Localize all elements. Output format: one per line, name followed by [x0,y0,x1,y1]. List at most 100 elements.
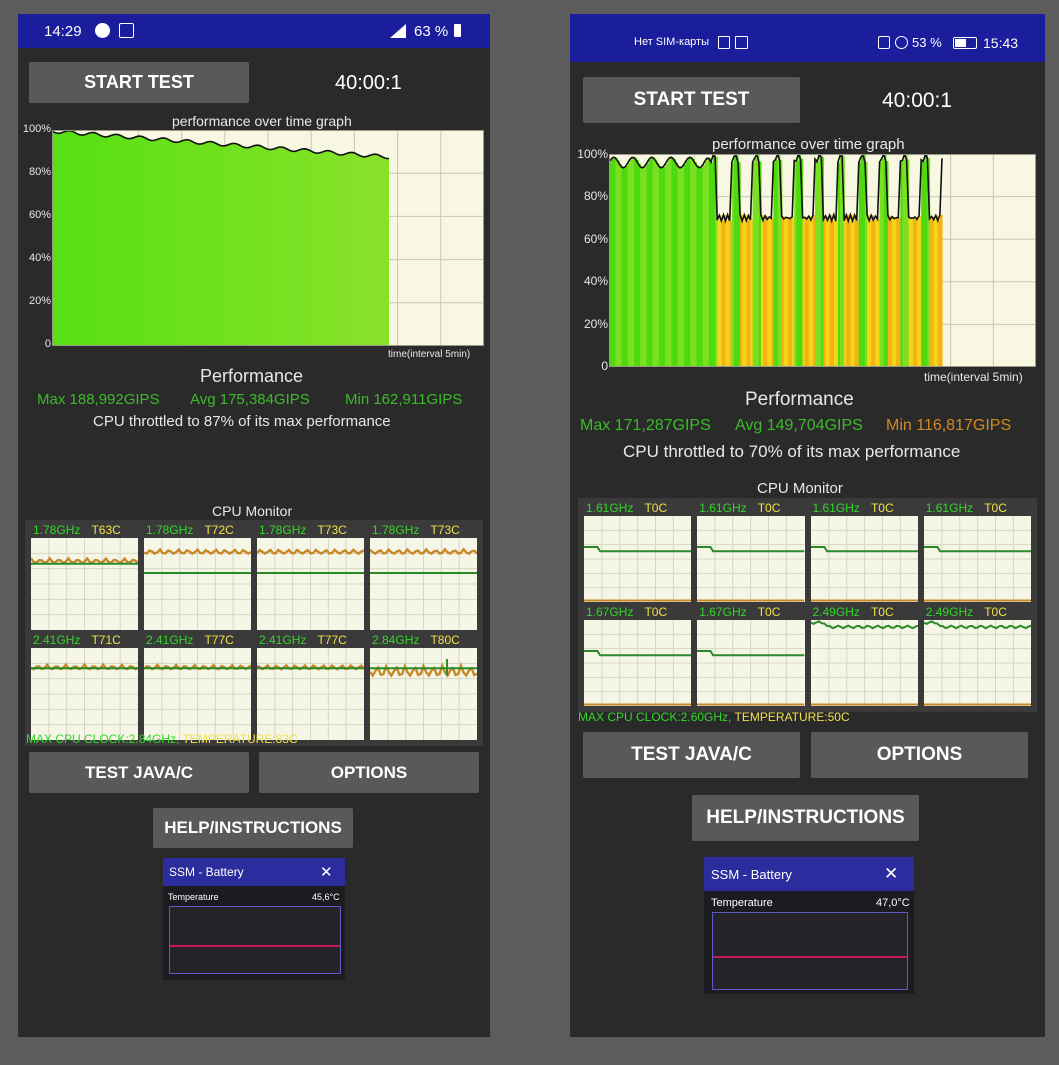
y-tick-20: 20% [28,295,51,307]
ssm-title: SSM - Battery [169,865,244,879]
cpu-core-temperature: T73C [314,523,347,537]
y-tick-20: 20% [583,317,608,331]
performance-bar [869,220,872,367]
performance-bar [900,161,904,367]
performance-bar [617,160,621,367]
help-instructions-button[interactable]: HELP/INSTRUCTIONS [153,808,353,848]
performance-bar [846,214,849,367]
performance-bar [825,215,829,367]
start-test-button[interactable]: START TEST [583,77,800,123]
performance-bar [854,215,858,367]
options-button[interactable]: OPTIONS [259,752,479,793]
performance-bar [615,157,618,367]
performance-bar [769,216,772,367]
performance-line [609,154,943,224]
performance-bar [750,219,754,367]
test-java-c-button[interactable]: TEST JAVA/C [583,732,800,778]
help-instructions-button[interactable]: HELP/INSTRUCTIONS [692,795,919,841]
battery-icon [953,37,977,49]
cpu-core-graph [31,538,138,630]
performance-bar [675,162,679,367]
performance-bar [879,161,883,367]
performance-bar [908,216,912,367]
x-axis-label: time(interval 5min) [924,370,1023,384]
performance-bar [686,160,689,367]
performance-bar [729,220,733,367]
max-cpu-clock: MAX CPU CLOCK:2.60GHz, [578,710,732,724]
performance-bar [864,161,868,367]
cpu-core-temperature: T0C [754,605,781,619]
cpu-core-label: 1.67GHz T0C [699,605,780,619]
status-time: 14:29 [44,23,82,40]
y-tick-0: 0 [44,338,51,350]
cpu-core-label: 1.61GHz T0C [586,501,667,515]
cpu-temperature-trace [257,548,364,556]
performance-bar [777,154,781,367]
performance-bar [779,160,783,367]
performance-bar [673,159,677,367]
performance-graph [52,130,484,346]
cpu-core-graph [697,516,805,602]
cpu-monitor-panel: 1.61GHz T0C 1.61GHz T0C 1.61GHz T0C 1.61GHz… [578,498,1037,712]
test-java-c-button[interactable]: TEST JAVA/C [29,752,249,793]
options-button[interactable]: OPTIONS [811,732,1028,778]
performance-bar [744,214,747,367]
start-test-button[interactable]: START TEST [29,62,249,103]
performance-bar [850,214,854,367]
performance-bar [798,154,802,367]
cpu-core-temperature: T0C [754,501,781,515]
performance-bar [771,218,775,367]
x-axis-label: time(interval 5min) [388,349,471,360]
performance-bar [892,216,895,367]
performance-bar [758,161,762,367]
performance-bar [609,162,612,367]
performance-bar [935,215,939,367]
performance-bar [804,217,808,367]
performance-bar [746,220,750,367]
performance-bar [735,155,739,367]
performance-bar [904,154,908,367]
status-bar: Нет SIM-карты 53 % 15:43 [570,14,1045,62]
ssm-metric-label: Temperature [168,892,219,902]
performance-bar [873,220,876,367]
performance-bar [681,167,685,367]
performance-bar [623,167,627,367]
cpu-core-label: 2.41GHz T71C [33,633,121,647]
ssm-metric-label: Temperature [711,897,773,909]
performance-bar [636,160,639,367]
activity-icon [735,36,748,49]
cpu-temperature-trace [144,547,251,556]
cpu-core-graph [144,538,251,630]
ssm-temperature-line [170,945,340,947]
y-tick-100: 100% [22,123,51,135]
status-battery-percent: 53 % [912,35,942,50]
close-icon[interactable]: ✕ [884,864,899,883]
cpu-monitor-title: CPU Monitor [757,480,843,497]
performance-bar [652,157,656,367]
performance-bar [937,220,941,367]
cpu-core-temperature: T0C [867,605,894,619]
performance-bar [646,163,650,367]
cpu-core-graph [697,620,805,706]
performance-bar [756,154,760,367]
performance-line [52,130,390,160]
performance-bar [631,157,635,367]
performance-bar [748,215,752,367]
performance-bar [677,165,681,367]
performance-bar [823,219,827,367]
y-tick-80: 80% [583,189,608,203]
cpu-core-label: 2.49GHz T0C [926,605,1007,619]
cpu-core-graph [923,620,1031,706]
close-icon[interactable]: ✕ [320,864,333,881]
cpu-monitor-title: CPU Monitor [212,503,293,519]
cpu-core-frequency: 2.41GHz [33,633,81,647]
max-cpu-clock: MAX CPU CLOCK:2.84GHz, [26,732,180,746]
cpu-core-frequency: 1.67GHz [586,605,634,619]
performance-bar [665,164,668,367]
performance-bar [817,161,820,367]
performance-bar [802,217,806,367]
y-tick-100: 100% [577,147,608,161]
performance-bar [827,220,831,367]
performance-bar [783,219,787,367]
performance-bar [725,221,729,367]
